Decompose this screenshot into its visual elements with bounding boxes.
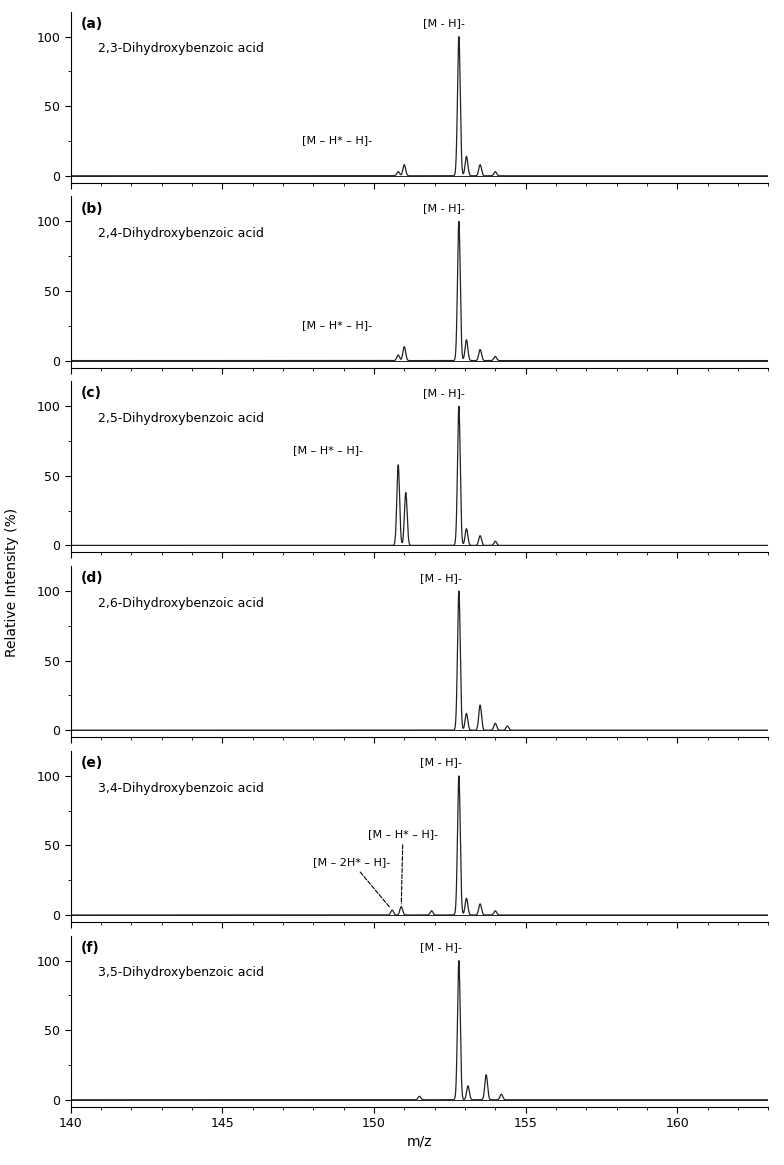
Text: (b): (b)	[81, 202, 103, 216]
Text: [M – H* – H]-: [M – H* – H]-	[303, 135, 372, 146]
Text: (d): (d)	[81, 571, 103, 585]
Text: [M – 2H* – H]-: [M – 2H* – H]-	[314, 857, 390, 908]
Text: (c): (c)	[81, 387, 102, 401]
Text: 2,4-Dihydroxybenzoic acid: 2,4-Dihydroxybenzoic acid	[99, 227, 264, 240]
Text: [M - H]-: [M - H]-	[419, 573, 462, 582]
Text: Relative Intensity (%): Relative Intensity (%)	[5, 508, 19, 657]
Text: [M - H]-: [M - H]-	[423, 203, 465, 213]
Text: [M – H* – H]-: [M – H* – H]-	[368, 829, 438, 904]
Text: [M - H]-: [M - H]-	[423, 388, 465, 398]
Text: 2,5-Dihydroxybenzoic acid: 2,5-Dihydroxybenzoic acid	[99, 412, 264, 425]
Text: (e): (e)	[81, 756, 103, 770]
Text: [M - H]-: [M - H]-	[423, 19, 465, 28]
Text: (a): (a)	[81, 16, 103, 30]
Text: (f): (f)	[81, 941, 100, 955]
Text: [M - H]-: [M - H]-	[419, 757, 462, 768]
Text: 2,3-Dihydroxybenzoic acid: 2,3-Dihydroxybenzoic acid	[99, 42, 264, 56]
X-axis label: m/z: m/z	[407, 1135, 432, 1149]
Text: 3,4-Dihydroxybenzoic acid: 3,4-Dihydroxybenzoic acid	[99, 782, 264, 795]
Text: [M - H]-: [M - H]-	[419, 942, 462, 952]
Text: [M – H* – H]-: [M – H* – H]-	[293, 445, 364, 456]
Text: [M – H* – H]-: [M – H* – H]-	[303, 320, 372, 330]
Text: 3,5-Dihydroxybenzoic acid: 3,5-Dihydroxybenzoic acid	[99, 967, 264, 980]
Text: 2,6-Dihydroxybenzoic acid: 2,6-Dihydroxybenzoic acid	[99, 596, 264, 609]
